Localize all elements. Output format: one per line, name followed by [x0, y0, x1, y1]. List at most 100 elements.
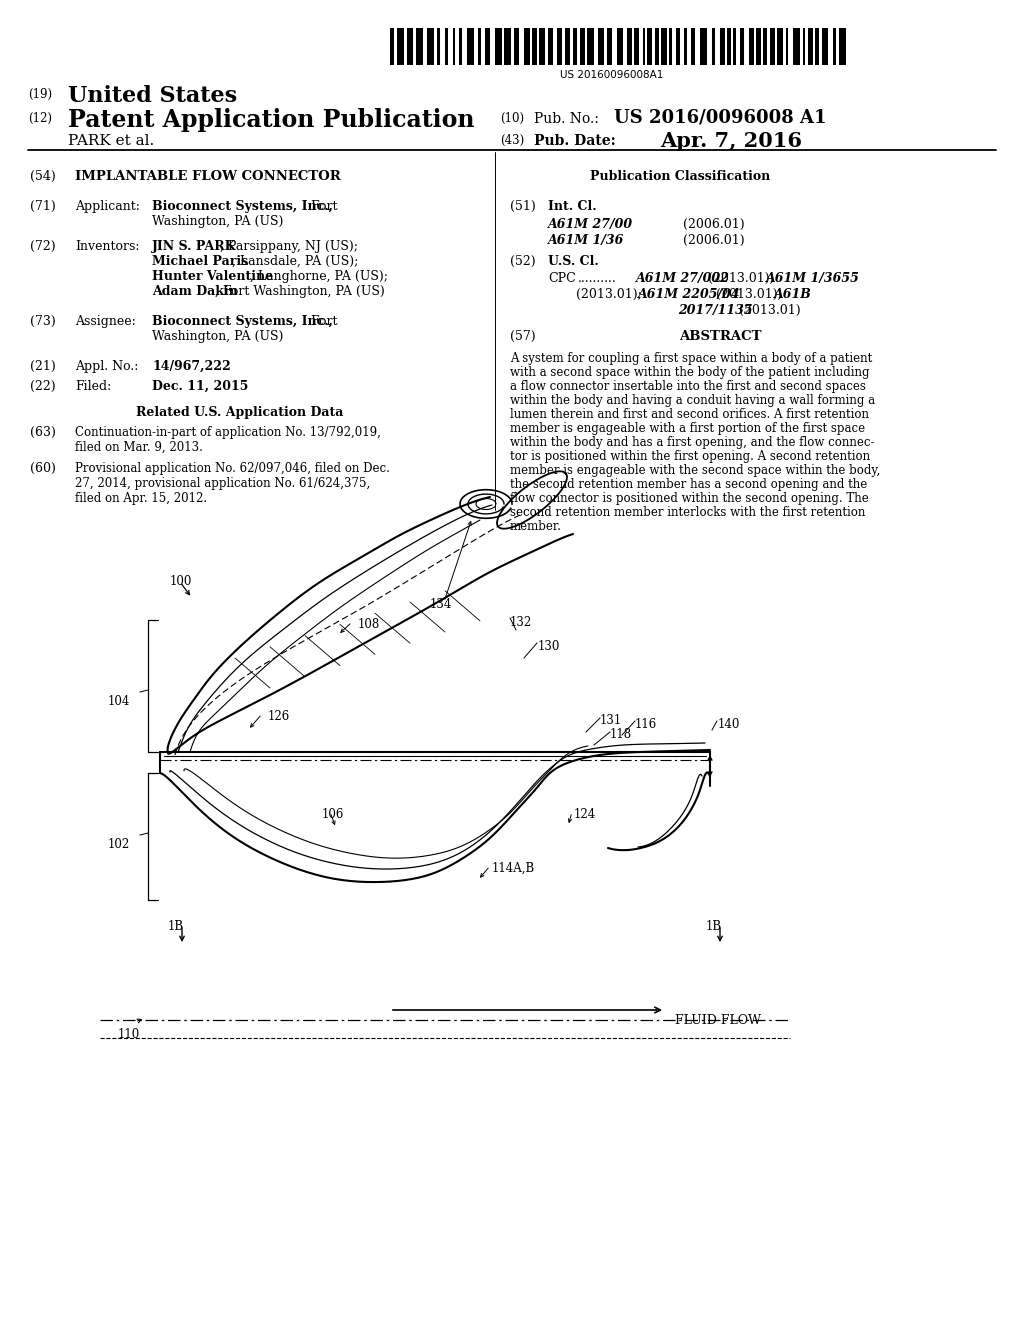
- Text: Dec. 11, 2015: Dec. 11, 2015: [152, 380, 249, 393]
- Bar: [684, 28, 687, 65]
- Text: A system for coupling a first space within a body of a patient: A system for coupling a first space with…: [510, 352, 872, 366]
- Text: 132: 132: [510, 616, 532, 630]
- Text: Fort: Fort: [307, 315, 338, 327]
- Text: (51): (51): [510, 201, 536, 213]
- Text: within the body and having a conduit having a wall forming a: within the body and having a conduit hav…: [510, 393, 876, 407]
- Bar: [524, 28, 530, 65]
- Text: with a second space within the body of the patient including: with a second space within the body of t…: [510, 366, 869, 379]
- Text: 104: 104: [108, 696, 130, 708]
- Text: 116: 116: [635, 718, 657, 731]
- Text: (43): (43): [500, 135, 524, 147]
- Text: CPC: CPC: [548, 272, 575, 285]
- Text: member is engageable with a first portion of the first space: member is engageable with a first portio…: [510, 422, 865, 436]
- Text: Bioconnect Systems, Inc.,: Bioconnect Systems, Inc.,: [152, 201, 333, 213]
- Text: A61M 27/00: A61M 27/00: [548, 218, 633, 231]
- Text: the second retention member has a second opening and the: the second retention member has a second…: [510, 478, 867, 491]
- Text: FLUID FLOW: FLUID FLOW: [675, 1014, 761, 1027]
- Text: (71): (71): [30, 201, 55, 213]
- Text: Apr. 7, 2016: Apr. 7, 2016: [660, 131, 802, 150]
- Text: filed on Apr. 15, 2012.: filed on Apr. 15, 2012.: [75, 492, 207, 506]
- Text: (63): (63): [30, 426, 56, 440]
- Text: (72): (72): [30, 240, 55, 253]
- Text: Michael Paris: Michael Paris: [152, 255, 248, 268]
- Text: , Langhorne, PA (US);: , Langhorne, PA (US);: [250, 271, 388, 282]
- Text: (22): (22): [30, 380, 55, 393]
- Text: (57): (57): [510, 330, 536, 343]
- Bar: [822, 28, 828, 65]
- Bar: [557, 28, 562, 65]
- Text: (2013.01);: (2013.01);: [575, 288, 646, 301]
- Text: 110: 110: [118, 1028, 140, 1041]
- Text: lumen therein and first and second orifices. A first retention: lumen therein and first and second orifi…: [510, 408, 869, 421]
- Text: (19): (19): [28, 88, 52, 102]
- Text: second retention member interlocks with the first retention: second retention member interlocks with …: [510, 506, 865, 519]
- Bar: [676, 28, 680, 65]
- Text: 108: 108: [358, 618, 380, 631]
- Text: Bioconnect Systems, Inc.,: Bioconnect Systems, Inc.,: [152, 315, 333, 327]
- Text: Adam Dakin: Adam Dakin: [152, 285, 238, 298]
- Text: Filed:: Filed:: [75, 380, 112, 393]
- Text: Washington, PA (US): Washington, PA (US): [152, 330, 284, 343]
- Bar: [643, 28, 645, 65]
- Text: 131: 131: [600, 714, 623, 727]
- Text: Pub. Date:: Pub. Date:: [534, 135, 615, 148]
- Text: A61M 1/36: A61M 1/36: [548, 234, 625, 247]
- Bar: [548, 28, 553, 65]
- Text: member is engageable with the second space within the body,: member is engageable with the second spa…: [510, 465, 881, 477]
- Text: 102: 102: [108, 838, 130, 851]
- Text: 124: 124: [574, 808, 596, 821]
- Bar: [662, 28, 667, 65]
- Text: (10): (10): [500, 112, 524, 125]
- Text: (52): (52): [510, 255, 536, 268]
- Text: PARK et al.: PARK et al.: [68, 135, 155, 148]
- Text: 100: 100: [170, 576, 193, 587]
- Bar: [691, 28, 695, 65]
- Bar: [634, 28, 639, 65]
- Text: Assignee:: Assignee:: [75, 315, 136, 327]
- Text: 140: 140: [718, 718, 740, 731]
- Bar: [839, 28, 846, 65]
- Bar: [580, 28, 585, 65]
- Text: (2006.01): (2006.01): [683, 218, 744, 231]
- Bar: [453, 28, 455, 65]
- Bar: [786, 28, 788, 65]
- Bar: [390, 28, 394, 65]
- Text: United States: United States: [68, 84, 238, 107]
- Bar: [756, 28, 761, 65]
- Text: US 20160096008A1: US 20160096008A1: [560, 70, 664, 81]
- Text: (21): (21): [30, 360, 55, 374]
- Bar: [573, 28, 577, 65]
- Bar: [598, 28, 604, 65]
- Text: 114A,B: 114A,B: [492, 862, 536, 875]
- Text: Fort: Fort: [307, 201, 338, 213]
- Bar: [833, 28, 836, 65]
- Bar: [587, 28, 594, 65]
- Text: (2006.01): (2006.01): [683, 234, 744, 247]
- Text: (2013.01);: (2013.01);: [705, 272, 778, 285]
- Text: flow connector is positioned within the second opening. The: flow connector is positioned within the …: [510, 492, 868, 506]
- Text: 2017/1135: 2017/1135: [678, 304, 753, 317]
- Bar: [437, 28, 440, 65]
- Text: U.S. Cl.: U.S. Cl.: [548, 255, 599, 268]
- Text: Continuation-in-part of application No. 13/792,019,: Continuation-in-part of application No. …: [75, 426, 381, 440]
- Text: Publication Classification: Publication Classification: [590, 170, 770, 183]
- Bar: [617, 28, 623, 65]
- Bar: [539, 28, 545, 65]
- Text: 126: 126: [268, 710, 290, 723]
- Text: Applicant:: Applicant:: [75, 201, 140, 213]
- Bar: [627, 28, 632, 65]
- Bar: [777, 28, 783, 65]
- Bar: [607, 28, 612, 65]
- Text: tor is positioned within the first opening. A second retention: tor is positioned within the first openi…: [510, 450, 870, 463]
- Bar: [427, 28, 434, 65]
- Text: A61M 27/002: A61M 27/002: [636, 272, 730, 285]
- Text: Related U.S. Application Data: Related U.S. Application Data: [136, 407, 344, 418]
- Text: (73): (73): [30, 315, 55, 327]
- Text: A61M 1/3655: A61M 1/3655: [766, 272, 860, 285]
- Text: Hunter Valentine: Hunter Valentine: [152, 271, 273, 282]
- Bar: [712, 28, 715, 65]
- Text: Int. Cl.: Int. Cl.: [548, 201, 597, 213]
- Bar: [749, 28, 754, 65]
- Text: (12): (12): [28, 112, 52, 125]
- Bar: [467, 28, 474, 65]
